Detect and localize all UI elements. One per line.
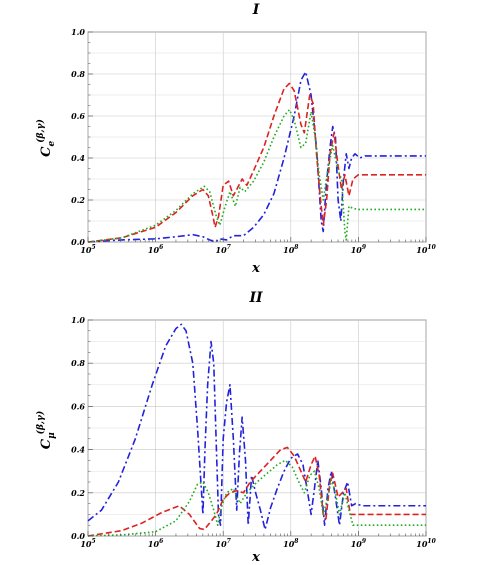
x-tick-label: 109 (351, 538, 367, 549)
y-tick-label: 0.6 (71, 111, 85, 121)
x-tick-label: 1010 (416, 538, 436, 549)
series-line-2 (87, 446, 426, 537)
y-tick-label: 0.6 (71, 401, 85, 411)
y-tick-label: 0.2 (71, 195, 85, 205)
x-axis-label: x (251, 261, 260, 276)
x-tick-label: 108 (283, 244, 299, 255)
series-line-3 (87, 108, 426, 243)
chart-panel-I: I 105 106 107 108 109 10100.00.20.40.60.81.0 … (35, 2, 437, 276)
x-tick-label: 107 (216, 538, 232, 549)
series-line-2 (87, 82, 426, 243)
chart-title: II (248, 290, 263, 306)
y-axis-label: Cμ(β,γ) (35, 411, 57, 450)
y-tick-label: 1.0 (71, 27, 85, 37)
y-tick-label: 0.8 (71, 358, 85, 368)
y-tick-label: 0.0 (71, 531, 85, 541)
series-line-1 (87, 323, 426, 531)
series-line-3 (87, 459, 426, 537)
x-tick-label: 105 (80, 538, 95, 549)
x-axis-label: x (251, 550, 260, 565)
chart-panel-II: II 105 106 107 108 109 1010 0.0 0.2 0.4 0.6 0.8 1.0… (35, 290, 437, 565)
y-tick-label: 1.0 (71, 315, 85, 325)
x-tick-label: 108 (283, 538, 299, 549)
y-tick-label: 0.8 (71, 69, 85, 79)
series-line-1 (87, 71, 426, 243)
x-tick-label: 109 (351, 244, 367, 255)
x-tick-label: 1010 (416, 244, 436, 255)
x-tick-label: 107 (216, 244, 232, 255)
y-tick-label: 0.4 (71, 445, 85, 455)
x-tick-label: 106 (148, 538, 164, 549)
x-tick-label: 105 (80, 244, 95, 255)
chart-title: I (252, 2, 260, 18)
y-tick-label: 0.2 (71, 488, 85, 498)
y-tick-label: 0.0 (71, 237, 85, 247)
x-tick-label: 106 (148, 244, 164, 255)
y-tick-label: 0.4 (71, 153, 85, 163)
y-axis-label: Ce(β,γ) (35, 119, 57, 157)
